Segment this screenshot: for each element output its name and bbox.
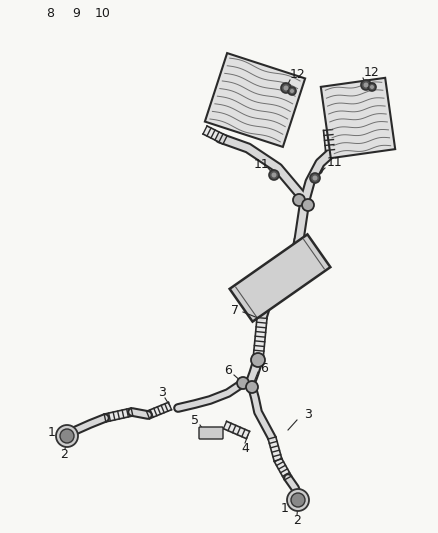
Text: 2: 2 [293,513,301,527]
Text: 11: 11 [254,158,270,172]
Circle shape [287,489,309,511]
Circle shape [281,83,291,93]
Text: 4: 4 [241,441,249,455]
Text: 11: 11 [327,156,343,168]
Circle shape [246,381,258,393]
Circle shape [288,87,296,95]
Polygon shape [203,126,227,144]
Text: 1: 1 [48,425,56,439]
Polygon shape [324,130,335,150]
Circle shape [251,353,265,367]
Polygon shape [230,235,330,321]
Circle shape [283,85,289,91]
Text: 1: 1 [281,502,289,514]
Circle shape [56,425,78,447]
Text: 12: 12 [290,68,306,80]
Circle shape [237,377,249,389]
Text: 8: 8 [46,7,54,20]
Text: 5: 5 [191,414,199,426]
Text: 12: 12 [364,66,380,78]
Circle shape [302,199,314,211]
Text: 3: 3 [304,408,312,422]
Text: 6: 6 [224,364,232,376]
Circle shape [269,170,279,180]
Circle shape [310,173,320,183]
Circle shape [368,83,376,91]
Circle shape [364,83,368,87]
Circle shape [272,173,276,177]
Polygon shape [275,458,292,480]
Text: 6: 6 [260,361,268,375]
Text: 3: 3 [158,385,166,399]
Polygon shape [321,78,395,158]
Polygon shape [205,53,305,147]
Text: 10: 10 [95,7,111,20]
Circle shape [290,89,294,93]
Polygon shape [104,408,133,422]
Polygon shape [253,318,267,360]
Text: 2: 2 [60,448,68,461]
Circle shape [370,85,374,89]
Text: 9: 9 [73,7,81,20]
Polygon shape [146,402,172,419]
Polygon shape [268,437,282,461]
Circle shape [291,493,305,507]
FancyBboxPatch shape [199,427,223,439]
Polygon shape [223,421,250,439]
Text: 7: 7 [231,303,239,317]
Circle shape [361,80,371,90]
Circle shape [293,194,305,206]
Circle shape [312,175,318,181]
Circle shape [60,429,74,443]
